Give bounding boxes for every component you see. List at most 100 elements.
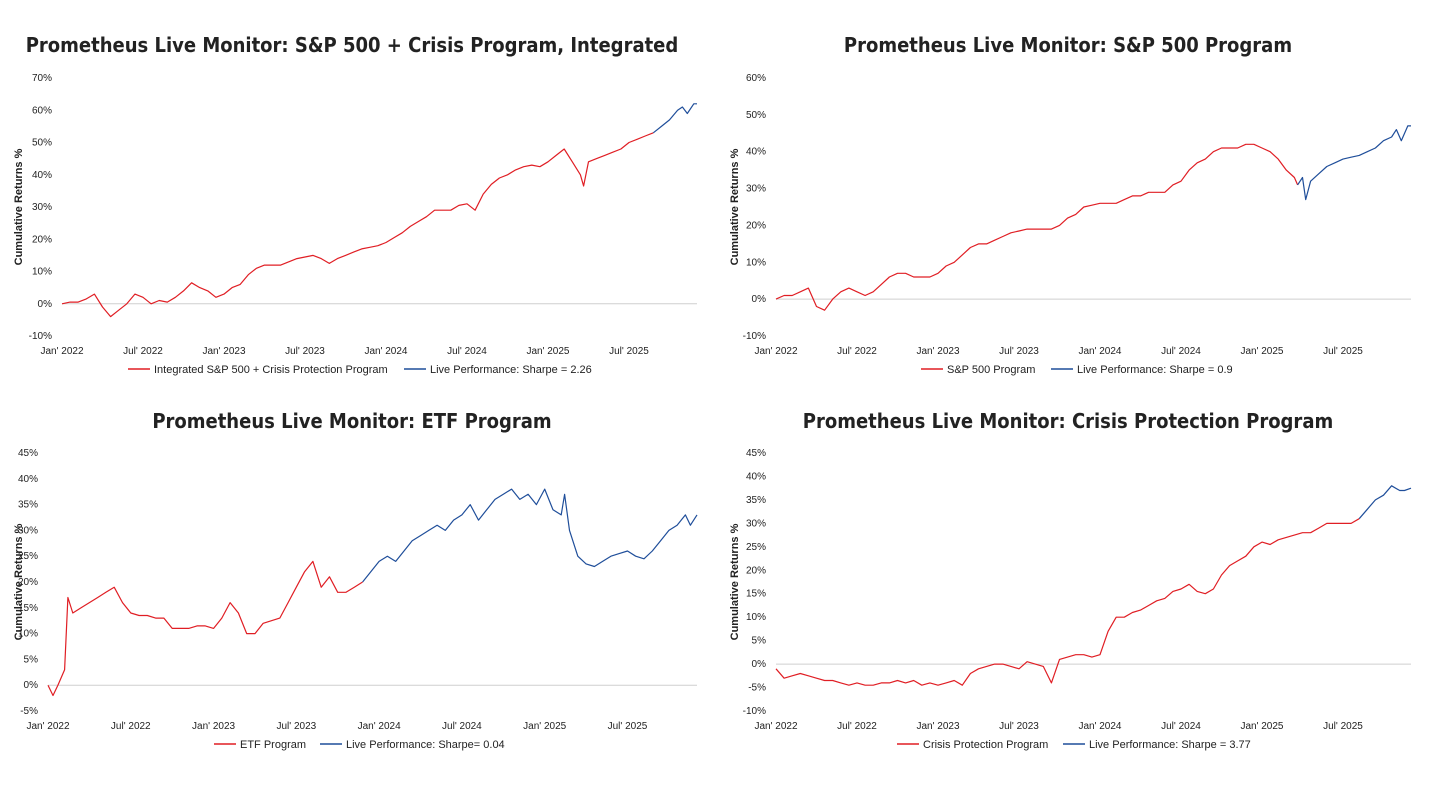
y-tick-label: 0% — [24, 680, 39, 691]
chart-panel-integrated: Prometheus Live Monitor: S&P 500 + Crisi… — [0, 0, 728, 393]
x-tick-label: Jul' 2024 — [447, 346, 487, 357]
y-tick-label: 30% — [746, 184, 766, 195]
y-tick-label: 45% — [746, 448, 766, 459]
chart-integrated: Prometheus Live Monitor: S&P 500 + Crisi… — [13, 33, 697, 376]
x-tick-label: Jul' 2023 — [285, 346, 325, 357]
series-line-program — [775, 518, 1360, 686]
y-tick-label: 0% — [752, 294, 767, 305]
y-tick-label: 0% — [38, 299, 53, 310]
chart-crisis: Prometheus Live Monitor: Crisis Protecti… — [729, 409, 1412, 751]
y-tick-label: 30% — [746, 518, 766, 529]
y-tick-label: -10% — [743, 706, 766, 717]
x-tick-label: Jul' 2024 — [1161, 346, 1201, 357]
y-tick-label: 20% — [32, 234, 52, 245]
y-tick-label: 60% — [746, 73, 766, 84]
x-tick-label: Jan' 2022 — [26, 721, 69, 732]
y-axis-label: Cumulative Returns % — [729, 523, 741, 640]
x-tick-label: Jan' 2025 — [1240, 721, 1283, 732]
y-tick-label: 20% — [746, 565, 766, 576]
y-tick-label: 15% — [18, 603, 38, 614]
y-tick-label: -10% — [29, 331, 52, 342]
x-tick-label: Jan' 2022 — [754, 346, 797, 357]
y-axis-label: Cumulative Returns % — [729, 148, 741, 265]
x-tick-label: Jan' 2023 — [192, 721, 235, 732]
legend-label: Live Performance: Sharpe= 0.04 — [346, 739, 505, 751]
legend-label: S&P 500 Program — [947, 364, 1035, 376]
series-line-live — [652, 103, 697, 134]
chart-title: Prometheus Live Monitor: ETF Program — [152, 409, 551, 433]
series-line-live — [1358, 485, 1412, 520]
x-tick-label: Jan' 2024 — [358, 721, 401, 732]
y-axis-label: Cumulative Returns % — [13, 523, 25, 640]
x-tick-label: Jul' 2022 — [111, 721, 151, 732]
y-tick-label: 10% — [32, 267, 52, 278]
chart-sp500: Prometheus Live Monitor: S&P 500 Program… — [729, 33, 1411, 376]
y-tick-label: -5% — [748, 683, 766, 694]
x-tick-label: Jul' 2023 — [999, 721, 1039, 732]
x-tick-label: Jul' 2022 — [123, 346, 163, 357]
chart-title: Prometheus Live Monitor: S&P 500 Program — [844, 33, 1292, 57]
x-tick-label: Jan' 2022 — [754, 721, 797, 732]
series-line-program — [61, 132, 654, 318]
chart-panel-etf: Prometheus Live Monitor: ETF Program Cumu… — [0, 393, 728, 786]
y-tick-label: 35% — [746, 495, 766, 506]
x-tick-label: Jan' 2025 — [523, 721, 566, 732]
y-tick-label: 40% — [32, 170, 52, 181]
y-tick-label: 15% — [746, 589, 766, 600]
x-tick-label: Jul' 2023 — [999, 346, 1039, 357]
legend-label: Live Performance: Sharpe = 2.26 — [430, 364, 592, 376]
y-tick-label: 0% — [752, 659, 767, 670]
x-tick-label: Jul' 2024 — [442, 721, 482, 732]
legend-label: Integrated S&P 500 + Crisis Protection P… — [154, 364, 388, 376]
y-tick-label: 30% — [32, 202, 52, 213]
x-tick-label: Jan' 2024 — [1078, 721, 1121, 732]
chart-etf: Prometheus Live Monitor: ETF Program Cumu… — [13, 409, 698, 751]
legend-label: Crisis Protection Program — [923, 739, 1048, 751]
y-tick-label: 20% — [746, 220, 766, 231]
y-tick-label: 10% — [18, 629, 38, 640]
y-tick-label: 40% — [746, 471, 766, 482]
chart-panel-crisis: Prometheus Live Monitor: Crisis Protecti… — [728, 393, 1456, 786]
x-tick-label: Jan' 2025 — [526, 346, 569, 357]
x-tick-label: Jul' 2025 — [1323, 721, 1363, 732]
x-tick-label: Jul' 2022 — [837, 346, 877, 357]
y-axis-label: Cumulative Returns % — [13, 148, 25, 265]
chart-panel-sp500: Prometheus Live Monitor: S&P 500 Program… — [728, 0, 1456, 393]
x-tick-label: Jan' 2024 — [1078, 346, 1121, 357]
y-tick-label: 50% — [746, 110, 766, 121]
legend-label: Live Performance: Sharpe = 0.9 — [1077, 364, 1233, 376]
y-tick-label: 50% — [32, 138, 52, 149]
y-tick-label: -5% — [20, 706, 38, 717]
x-tick-label: Jul' 2022 — [837, 721, 877, 732]
x-tick-label: Jan' 2024 — [364, 346, 407, 357]
series-line-program — [47, 560, 363, 697]
y-tick-label: 25% — [746, 542, 766, 553]
y-tick-label: 70% — [32, 73, 52, 84]
y-tick-label: 5% — [24, 654, 39, 665]
x-tick-label: Jul' 2024 — [1161, 721, 1201, 732]
legend-label: ETF Program — [240, 739, 306, 751]
x-tick-label: Jan' 2023 — [916, 346, 959, 357]
y-tick-label: -10% — [743, 331, 766, 342]
y-tick-label: 5% — [752, 636, 767, 647]
x-tick-label: Jan' 2022 — [40, 346, 83, 357]
x-tick-label: Jul' 2025 — [609, 346, 649, 357]
x-tick-label: Jul' 2023 — [276, 721, 316, 732]
chart-title: Prometheus Live Monitor: S&P 500 + Crisi… — [26, 33, 679, 57]
x-tick-label: Jul' 2025 — [1323, 346, 1363, 357]
y-tick-label: 60% — [32, 105, 52, 116]
y-tick-label: 20% — [18, 577, 38, 588]
y-tick-label: 10% — [746, 257, 766, 268]
series-line-live — [362, 488, 698, 583]
series-line-live — [1297, 125, 1411, 201]
y-tick-label: 40% — [746, 147, 766, 158]
y-tick-label: 45% — [18, 448, 38, 459]
series-line-program — [775, 143, 1299, 311]
x-tick-label: Jan' 2023 — [202, 346, 245, 357]
x-tick-label: Jan' 2023 — [916, 721, 959, 732]
y-tick-label: 10% — [746, 612, 766, 623]
legend-label: Live Performance: Sharpe = 3.77 — [1089, 739, 1251, 751]
y-tick-label: 40% — [18, 474, 38, 485]
x-tick-label: Jul' 2025 — [608, 721, 648, 732]
y-tick-label: 30% — [18, 525, 38, 536]
